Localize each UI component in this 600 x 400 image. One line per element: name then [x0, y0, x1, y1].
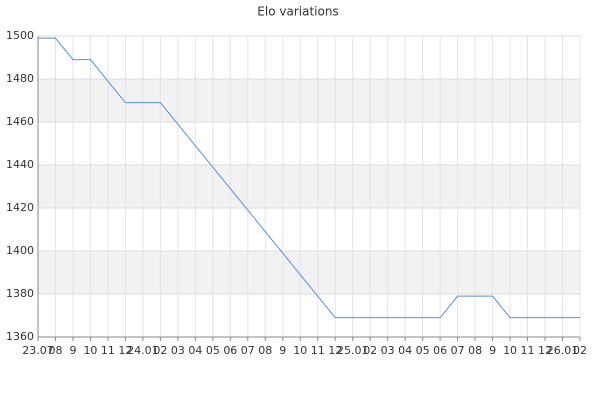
x-tick-label: 11	[101, 344, 115, 357]
x-tick-label: 06	[223, 344, 237, 357]
y-tick-label: 1480	[6, 72, 34, 85]
y-tick-label: 1400	[6, 244, 34, 257]
x-tick-label: 12	[538, 344, 552, 357]
x-tick-label: 9	[69, 344, 76, 357]
x-tick-label: 07	[241, 344, 255, 357]
x-tick-label: 02	[153, 344, 167, 357]
grid-band	[38, 79, 580, 122]
x-tick-label: 05	[416, 344, 430, 357]
x-tick-label: 23.07	[22, 344, 54, 357]
x-tick-label: 10	[293, 344, 307, 357]
x-tick-label: 08	[258, 344, 272, 357]
x-tick-label: 04	[188, 344, 202, 357]
grid-band	[38, 165, 580, 208]
y-tick-label: 1380	[6, 287, 34, 300]
x-tick-label: 06	[433, 344, 447, 357]
x-tick-label: 9	[279, 344, 286, 357]
x-tick-label: 03	[381, 344, 395, 357]
y-tick-label: 1420	[6, 201, 34, 214]
x-tick-label: 25.01	[337, 344, 369, 357]
x-tick-label: 05	[206, 344, 220, 357]
x-tick-label: 03	[171, 344, 185, 357]
x-tick-label: 11	[311, 344, 325, 357]
x-tick-label: 24.01	[127, 344, 159, 357]
line	[38, 37, 580, 319]
x-tick-label: 26.01	[547, 344, 579, 357]
x-tick-label: 12	[118, 344, 132, 357]
x-tick-label: 12	[328, 344, 342, 357]
x-tick-label: 02	[363, 344, 377, 357]
chart-title: Elo variations	[257, 5, 338, 19]
x-tick-label: 08	[468, 344, 482, 357]
y-tick-label: 1500	[6, 29, 34, 42]
x-tick-label: 9	[489, 344, 496, 357]
x-tick-label: 07	[451, 344, 465, 357]
x-tick-label: 10	[83, 344, 97, 357]
grid-band	[38, 251, 580, 294]
x-tick-label: 11	[521, 344, 535, 357]
y-tick-label: 1460	[6, 115, 34, 128]
x-tick-label: 02	[573, 344, 587, 357]
y-tick-label: 1360	[6, 330, 34, 343]
x-tick-label: 08	[48, 344, 62, 357]
x-tick-label: 04	[398, 344, 412, 357]
x-tick-label: 10	[503, 344, 517, 357]
y-tick-label: 1440	[6, 158, 34, 171]
